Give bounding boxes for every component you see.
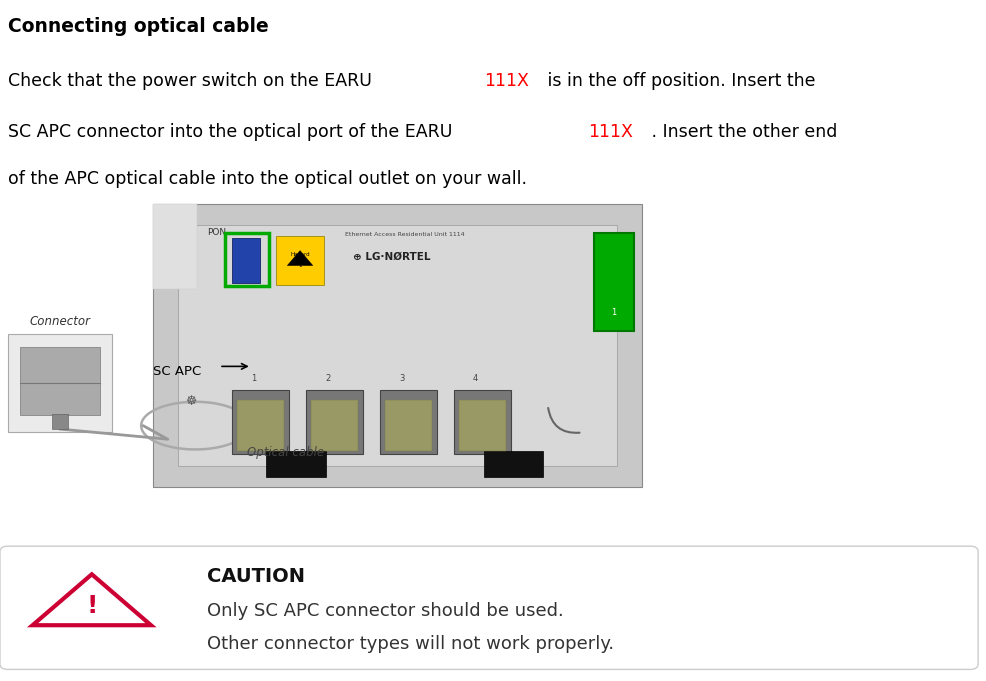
FancyBboxPatch shape <box>311 400 358 451</box>
Text: 2: 2 <box>324 374 330 383</box>
FancyBboxPatch shape <box>232 238 259 283</box>
Text: 111X: 111X <box>588 123 633 140</box>
FancyBboxPatch shape <box>454 390 511 454</box>
FancyBboxPatch shape <box>177 225 616 466</box>
Polygon shape <box>287 251 313 266</box>
FancyBboxPatch shape <box>458 400 506 451</box>
FancyBboxPatch shape <box>385 400 432 451</box>
FancyBboxPatch shape <box>232 390 289 454</box>
FancyBboxPatch shape <box>20 347 100 415</box>
FancyBboxPatch shape <box>276 236 323 285</box>
Text: Ethernet Access Residential Unit 1114: Ethernet Access Residential Unit 1114 <box>345 232 464 236</box>
FancyBboxPatch shape <box>8 334 111 432</box>
Text: Optical cable: Optical cable <box>246 446 323 459</box>
FancyBboxPatch shape <box>0 546 977 669</box>
Text: 1: 1 <box>250 374 256 383</box>
Text: ⊕ LG·NØRTEL: ⊕ LG·NØRTEL <box>353 252 431 262</box>
Text: 1: 1 <box>610 308 616 317</box>
Text: Only SC APC connector should be used.: Only SC APC connector should be used. <box>207 602 563 620</box>
Text: is in the off position. Insert the: is in the off position. Insert the <box>542 72 815 89</box>
Text: 3: 3 <box>398 374 404 383</box>
Text: SC APC: SC APC <box>153 364 201 378</box>
Text: of the APC optical cable into the optical outlet on your wall.: of the APC optical cable into the optica… <box>8 170 527 188</box>
Text: 4: 4 <box>472 374 478 383</box>
Text: . Insert the other end: . Insert the other end <box>646 123 837 140</box>
Text: !: ! <box>86 595 98 618</box>
Text: Connecting optical cable: Connecting optical cable <box>8 17 268 36</box>
FancyBboxPatch shape <box>483 451 542 477</box>
Text: Check that the power switch on the EARU: Check that the power switch on the EARU <box>8 72 377 89</box>
Text: 111X: 111X <box>484 72 528 89</box>
Text: SC APC connector into the optical port of the EARU: SC APC connector into the optical port o… <box>8 123 458 140</box>
Text: Hazard
level
1: Hazard level 1 <box>290 252 310 268</box>
FancyBboxPatch shape <box>380 390 437 454</box>
FancyBboxPatch shape <box>153 204 641 487</box>
Text: ☸: ☸ <box>184 395 196 409</box>
FancyBboxPatch shape <box>237 400 284 451</box>
Text: Other connector types will not work properly.: Other connector types will not work prop… <box>207 635 613 652</box>
Polygon shape <box>153 204 197 289</box>
Polygon shape <box>33 574 151 625</box>
FancyBboxPatch shape <box>594 233 633 332</box>
FancyBboxPatch shape <box>306 390 363 454</box>
Text: PON: PON <box>207 228 226 237</box>
Text: Connector: Connector <box>30 315 90 328</box>
FancyBboxPatch shape <box>51 414 67 429</box>
FancyBboxPatch shape <box>266 451 325 477</box>
Text: CAUTION: CAUTION <box>207 567 305 586</box>
